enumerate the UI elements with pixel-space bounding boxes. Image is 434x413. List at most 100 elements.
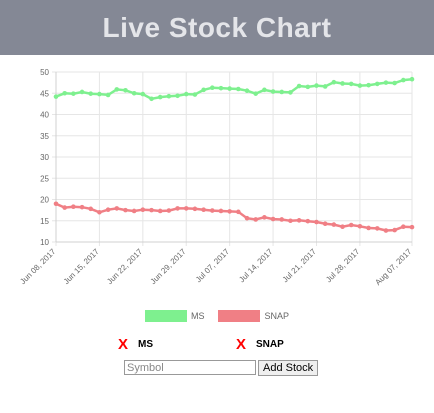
data-point-snap[interactable]: [192, 206, 198, 212]
data-point-snap[interactable]: [227, 209, 232, 214]
data-point-snap[interactable]: [71, 204, 76, 210]
data-point-ms[interactable]: [392, 80, 397, 86]
data-point-ms[interactable]: [183, 91, 189, 97]
data-point-snap[interactable]: [105, 207, 111, 212]
remove-stock-snap-button[interactable]: X: [236, 335, 247, 353]
data-point-ms[interactable]: [131, 90, 137, 96]
legend-entry-ms[interactable]: MS: [144, 310, 204, 322]
remove-stock-ms-button[interactable]: X: [118, 335, 129, 353]
y-tick-label: 40: [40, 111, 49, 120]
data-point-ms[interactable]: [262, 87, 267, 93]
data-point-snap[interactable]: [314, 219, 319, 225]
data-point-snap[interactable]: [401, 224, 406, 229]
data-point-snap[interactable]: [114, 206, 120, 211]
data-point-ms[interactable]: [340, 81, 345, 86]
data-point-ms[interactable]: [331, 79, 337, 85]
data-point-ms[interactable]: [401, 77, 406, 83]
y-tick-label: 15: [40, 217, 49, 226]
data-point-snap[interactable]: [166, 208, 172, 213]
data-point-snap[interactable]: [331, 222, 337, 227]
data-point-ms[interactable]: [140, 91, 146, 97]
x-tick-label: Jul 07, 2017: [194, 247, 232, 285]
data-point-snap[interactable]: [244, 215, 250, 221]
chart-legend: MS SNAP: [0, 308, 434, 324]
data-point-ms[interactable]: [314, 83, 319, 88]
data-point-ms[interactable]: [53, 94, 59, 99]
data-point-ms[interactable]: [218, 85, 224, 91]
data-point-snap[interactable]: [392, 227, 397, 233]
data-point-snap[interactable]: [374, 226, 380, 231]
data-point-snap[interactable]: [201, 207, 206, 212]
data-point-snap[interactable]: [97, 209, 102, 215]
data-point-snap[interactable]: [348, 222, 354, 228]
data-point-ms[interactable]: [270, 89, 276, 94]
data-point-snap[interactable]: [409, 224, 415, 230]
chart-series: [53, 76, 415, 233]
data-point-snap[interactable]: [131, 208, 137, 214]
data-point-snap[interactable]: [357, 223, 363, 229]
data-point-ms[interactable]: [244, 88, 250, 93]
data-point-snap[interactable]: [296, 218, 302, 223]
add-stock-button[interactable]: Add Stock: [258, 360, 319, 376]
data-point-ms[interactable]: [409, 76, 415, 82]
data-point-ms[interactable]: [322, 84, 328, 89]
data-point-snap[interactable]: [209, 208, 215, 213]
data-point-ms[interactable]: [192, 92, 198, 97]
data-point-snap[interactable]: [366, 225, 371, 231]
data-point-ms[interactable]: [201, 87, 206, 93]
data-point-ms[interactable]: [149, 96, 154, 102]
data-point-ms[interactable]: [105, 92, 111, 98]
data-point-ms[interactable]: [71, 91, 76, 96]
data-point-ms[interactable]: [288, 90, 293, 95]
data-point-snap[interactable]: [288, 218, 293, 224]
data-point-snap[interactable]: [340, 224, 345, 229]
data-point-snap[interactable]: [322, 221, 328, 227]
data-point-snap[interactable]: [149, 207, 154, 213]
data-point-ms[interactable]: [236, 86, 241, 92]
data-point-snap[interactable]: [123, 207, 128, 213]
symbol-input[interactable]: [124, 360, 256, 375]
data-point-snap[interactable]: [253, 217, 259, 222]
data-point-ms[interactable]: [88, 91, 94, 96]
data-point-snap[interactable]: [383, 228, 389, 233]
data-point-snap[interactable]: [262, 215, 267, 220]
data-point-ms[interactable]: [357, 83, 363, 88]
data-point-snap[interactable]: [236, 209, 241, 215]
data-point-ms[interactable]: [296, 83, 302, 89]
legend-label-snap: SNAP: [264, 311, 289, 321]
data-point-ms[interactable]: [175, 93, 180, 99]
data-point-ms[interactable]: [166, 93, 172, 99]
data-point-snap[interactable]: [157, 208, 163, 214]
data-point-ms[interactable]: [114, 87, 120, 92]
data-point-snap[interactable]: [218, 208, 224, 214]
data-point-ms[interactable]: [374, 81, 380, 87]
data-point-ms[interactable]: [209, 85, 215, 91]
data-point-ms[interactable]: [366, 82, 371, 88]
data-point-snap[interactable]: [88, 206, 94, 212]
legend-swatch-ms: [144, 310, 187, 322]
data-point-ms[interactable]: [227, 86, 232, 91]
data-point-ms[interactable]: [97, 91, 102, 97]
data-point-snap[interactable]: [305, 218, 311, 224]
data-point-ms[interactable]: [157, 94, 163, 100]
data-point-snap[interactable]: [270, 216, 276, 222]
data-point-ms[interactable]: [305, 84, 311, 90]
data-point-ms[interactable]: [383, 80, 389, 85]
data-point-snap[interactable]: [279, 217, 285, 222]
data-point-snap[interactable]: [140, 207, 146, 212]
x-tick-label: Jun 22, 2017: [105, 247, 144, 286]
data-point-snap[interactable]: [183, 206, 189, 211]
legend-entry-snap[interactable]: SNAP: [218, 310, 289, 322]
data-point-snap[interactable]: [62, 205, 67, 210]
data-point-snap[interactable]: [175, 206, 180, 211]
data-point-snap[interactable]: [53, 201, 59, 207]
data-point-ms[interactable]: [62, 90, 67, 96]
data-point-ms[interactable]: [279, 89, 285, 95]
data-point-snap[interactable]: [79, 204, 85, 210]
stock-symbol-ms: MS: [138, 338, 154, 350]
data-point-ms[interactable]: [123, 87, 128, 93]
data-point-ms[interactable]: [348, 81, 354, 87]
data-point-ms[interactable]: [79, 89, 85, 95]
chart-grid: [52, 71, 413, 246]
data-point-ms[interactable]: [253, 91, 259, 96]
